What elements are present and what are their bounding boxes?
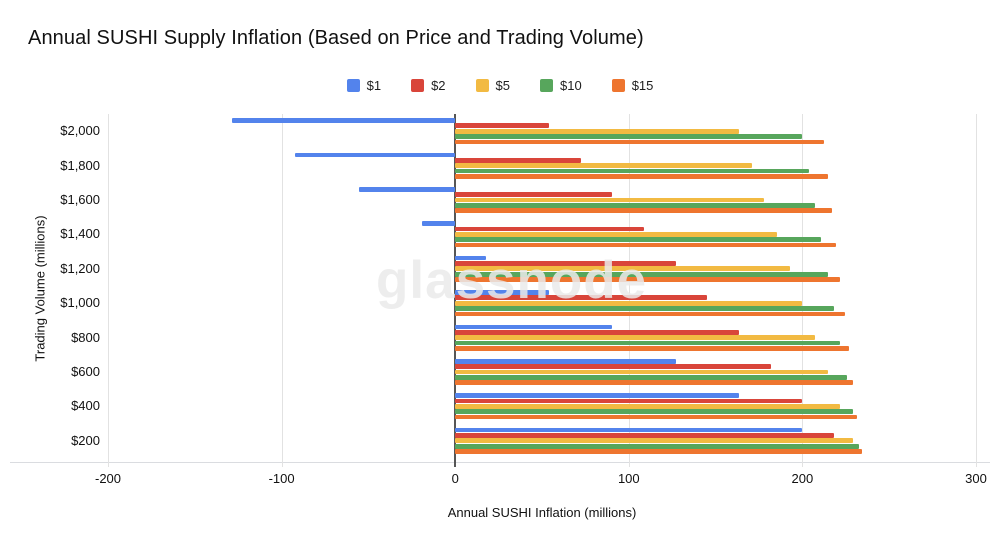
plot-area: glassnode [108, 114, 977, 467]
y-category-label: $1,400 [60, 226, 100, 242]
bar-$1-$1,200 [455, 255, 486, 261]
bar-$2-$200 [455, 433, 835, 438]
bar-$2-$600 [455, 364, 771, 370]
legend-item-5: $5 [475, 77, 510, 93]
bar-$1-$1,400 [422, 221, 456, 227]
bar-$5-$400 [455, 404, 841, 409]
bar-$15-$600 [455, 380, 854, 386]
x-tick-label: 200 [791, 471, 814, 486]
bar-$1-$800 [455, 324, 613, 330]
bar-$5-$1,600 [455, 197, 765, 203]
bar-$5-$1,800 [455, 163, 752, 168]
legend-item-1: $1 [346, 77, 382, 93]
y-category-label: $400 [71, 398, 100, 414]
bar-$1-$2,000 [232, 118, 456, 123]
bar-$15-$1,000 [455, 311, 845, 317]
y-category-label: $1,600 [60, 192, 100, 207]
bar-$15-$800 [455, 345, 849, 351]
x-tick-label: 100 [617, 471, 640, 486]
bar-$2-$1,400 [455, 226, 644, 232]
legend-swatch-icon [540, 78, 553, 92]
bar-$10-$1,400 [455, 237, 822, 243]
y-category-label: $1,200 [60, 260, 100, 276]
y-category-label: $200 [71, 432, 100, 448]
bar-$2-$400 [455, 398, 803, 404]
chart-title: Annual SUSHI Supply Inflation (Based on … [28, 27, 644, 49]
gridline [802, 114, 804, 467]
gridline [976, 114, 977, 467]
bar-$1-$600 [455, 358, 676, 364]
y-category-label: $800 [71, 329, 100, 345]
legend-item-10: $10 [540, 78, 582, 93]
bar-$15-$2,000 [455, 139, 824, 145]
bar-$1-$1,000 [455, 290, 549, 295]
bar-$10-$400 [455, 409, 854, 415]
gridline [281, 114, 283, 467]
bar-$15-$200 [455, 449, 862, 454]
bar-$1-$1,800 [295, 152, 456, 158]
bar-$5-$1,000 [455, 300, 803, 306]
y-category-label: $2,000 [60, 123, 100, 139]
bar-$10-$1,200 [455, 271, 828, 277]
legend: $1 $2 $5 $10 $15 [0, 76, 1000, 94]
bar-$15-$400 [455, 414, 858, 420]
bar-$5-$800 [455, 335, 816, 340]
bar-$10-$2,000 [455, 134, 803, 139]
legend-item-15: $15 [611, 77, 654, 93]
watermark: glassnode [376, 251, 648, 310]
legend-swatch-icon [475, 78, 489, 92]
bar-$2-$1,600 [455, 192, 613, 198]
legend-swatch-icon [611, 78, 625, 92]
bar-$5-$1,400 [455, 232, 778, 237]
x-tick-label: -100 [268, 471, 295, 486]
bar-$1-$1,600 [358, 186, 456, 192]
bar-$15-$1,800 [455, 173, 828, 179]
y-category-label: $1,000 [60, 295, 100, 311]
bar-$1-$400 [455, 393, 740, 399]
x-axis-line [10, 462, 990, 463]
x-tick-label: 0 [451, 471, 459, 486]
legend-swatch-icon [411, 78, 425, 92]
bar-$15-$1,600 [455, 208, 832, 214]
bar-$2-$1,800 [455, 157, 581, 163]
x-tick-label: -200 [94, 471, 122, 486]
bar-$10-$1,000 [455, 306, 835, 311]
legend-label: $5 [495, 77, 510, 93]
bar-$10-$1,800 [455, 168, 809, 174]
bar-$2-$1,000 [455, 295, 708, 301]
legend-item-2: $2 [411, 77, 446, 93]
bar-$10-$1,600 [455, 202, 816, 208]
bar-$5-$2,000 [455, 128, 740, 134]
bar-$10-$600 [455, 374, 847, 380]
bar-$10-$800 [455, 340, 841, 346]
bar-$2-$1,200 [455, 261, 676, 266]
bar-$10-$200 [455, 443, 860, 449]
y-category-label: $600 [71, 364, 100, 379]
legend-swatch-icon [346, 78, 360, 92]
legend-label: $2 [431, 77, 446, 93]
bar-$5-$1,200 [455, 266, 790, 272]
bar-$5-$600 [455, 369, 828, 375]
gridline [108, 114, 109, 467]
bar-$15-$1,200 [455, 277, 841, 282]
legend-label: $1 [366, 77, 382, 93]
bar-$2-$2,000 [455, 123, 549, 129]
legend-label: $10 [560, 77, 582, 93]
gridline [628, 114, 630, 467]
y-category-label: $1,800 [60, 157, 100, 173]
bar-$15-$1,400 [455, 242, 837, 248]
bar-$2-$800 [455, 329, 740, 335]
x-tick-label: 300 [965, 471, 987, 486]
bar-$5-$200 [455, 438, 854, 444]
legend-label: $15 [631, 77, 654, 93]
bar-$1-$200 [455, 427, 803, 433]
x-axis-title: Annual SUSHI Inflation (millions) [447, 505, 637, 520]
